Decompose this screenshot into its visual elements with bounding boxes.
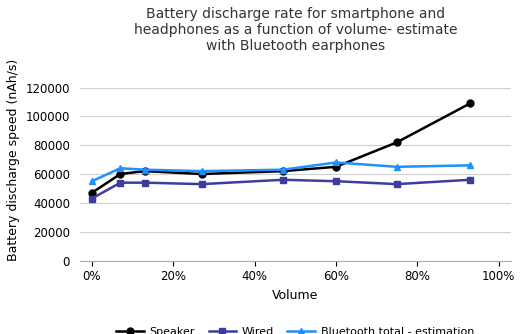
Line: Speaker: Speaker (88, 100, 474, 196)
Bluetooth total - estimation (394, 165, 400, 169)
Speaker (394, 140, 400, 144)
Speaker (333, 165, 339, 169)
Bluetooth total - estimation (467, 163, 473, 167)
Wired (467, 178, 473, 182)
Wired (280, 178, 286, 182)
Speaker (117, 172, 123, 176)
Wired (333, 179, 339, 183)
Bluetooth total - estimation (142, 168, 148, 172)
Speaker (89, 191, 95, 195)
Wired (142, 181, 148, 185)
Wired (89, 196, 95, 200)
Bluetooth total - estimation (280, 168, 286, 172)
Bluetooth total - estimation (117, 166, 123, 170)
Title: Battery discharge rate for smartphone and
headphones as a function of volume- es: Battery discharge rate for smartphone an… (133, 7, 457, 53)
Y-axis label: Battery discharge speed (nAh/s): Battery discharge speed (nAh/s) (7, 58, 20, 261)
Legend: Speaker, Wired, Bluetooth total - estimation: Speaker, Wired, Bluetooth total - estima… (112, 323, 479, 334)
Wired (117, 181, 123, 185)
Speaker (199, 172, 205, 176)
Wired (394, 182, 400, 186)
Line: Bluetooth total - estimation: Bluetooth total - estimation (88, 159, 474, 185)
Speaker (142, 169, 148, 173)
Speaker (467, 101, 473, 105)
Bluetooth total - estimation (199, 169, 205, 173)
Speaker (280, 169, 286, 173)
Line: Wired: Wired (88, 176, 474, 202)
Bluetooth total - estimation (333, 160, 339, 164)
Bluetooth total - estimation (89, 179, 95, 183)
Wired (199, 182, 205, 186)
X-axis label: Volume: Volume (272, 289, 319, 302)
